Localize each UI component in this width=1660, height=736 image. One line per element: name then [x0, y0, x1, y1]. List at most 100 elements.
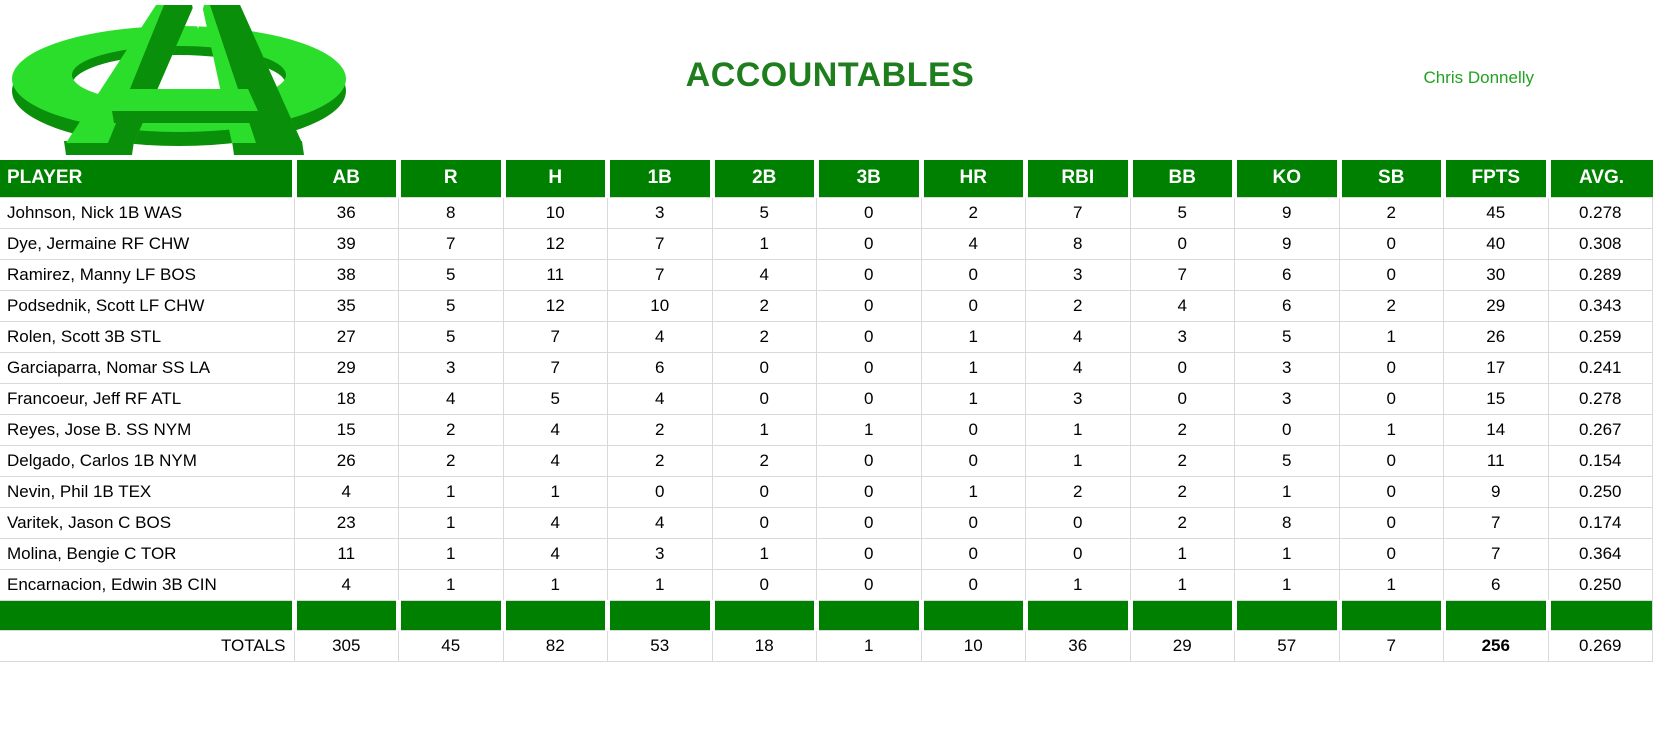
stat-cell: 10 [607, 289, 713, 322]
separator-cell [291, 599, 399, 631]
player-cell: Podsednik, Scott LF CHW [0, 289, 295, 322]
stat-cell: 7 [1443, 537, 1549, 570]
totals-cell: 53 [607, 629, 713, 662]
stat-cell: 1 [607, 568, 713, 601]
column-header-fpts: FPTS [1441, 160, 1548, 197]
stat-cell: 1 [1129, 537, 1235, 570]
stat-cell: 7 [1129, 258, 1235, 291]
stats-table: PLAYER AB R H 1B 2B 3B HR RBI BB KO SB FPTS AVG. John… [0, 160, 1653, 662]
stat-cell: 12 [502, 227, 608, 260]
separator-cell [1336, 599, 1444, 631]
stat-cell: 0.250 [1547, 475, 1653, 508]
stat-cell: 0 [920, 444, 1026, 477]
table-row: Rolen, Scott 3B STL 27 5 7 4 2 0 1 4 3 5 1 26 0.259 [0, 320, 1653, 353]
stat-cell: 1 [920, 475, 1026, 508]
stat-cell: 0 [920, 506, 1026, 539]
stat-cell: 11 [293, 537, 399, 570]
stat-cell: 3 [1025, 258, 1131, 291]
stat-cell: 0 [920, 537, 1026, 570]
stat-cell: 0 [1129, 351, 1235, 384]
stat-cell: 1 [1338, 320, 1444, 353]
stat-cell: 5 [398, 258, 504, 291]
totals-cell: 0.269 [1547, 629, 1653, 662]
player-cell: Nevin, Phil 1B TEX [0, 475, 295, 508]
table-row: Delgado, Carlos 1B NYM 26 2 4 2 2 0 0 1 2 5 0 11 0.15… [0, 444, 1653, 477]
separator-cell [605, 599, 713, 631]
column-header-hr: HR [918, 160, 1026, 197]
stat-cell: 0 [816, 506, 922, 539]
stat-cell: 9 [1443, 475, 1549, 508]
column-header-1b: 1B [605, 160, 712, 197]
player-cell: Reyes, Jose B. SS NYM [0, 413, 295, 446]
stat-cell: 0 [816, 227, 922, 260]
stat-cell: 1 [398, 568, 504, 601]
stat-cell: 2 [711, 289, 817, 322]
stat-cell: 1 [711, 413, 817, 446]
stat-cell: 4 [711, 258, 817, 291]
player-cell: Garciaparra, Nomar SS LA [0, 351, 295, 384]
stat-cell: 0 [920, 568, 1026, 601]
separator-cell [0, 599, 295, 631]
separator-cell [918, 599, 1026, 631]
stat-cell: 0.308 [1547, 227, 1653, 260]
stat-cell: 4 [1025, 320, 1131, 353]
stat-cell: 1 [1025, 413, 1131, 446]
stat-cell: 29 [293, 351, 399, 384]
table-row: Podsednik, Scott LF CHW 35 5 12 10 2 0 0 2 4 6 2 29 0… [0, 289, 1653, 322]
stat-cell: 0 [816, 351, 922, 384]
stat-cell: 0 [1338, 444, 1444, 477]
stat-cell: 6 [1234, 289, 1340, 322]
totals-cell: 305 [293, 629, 399, 662]
stat-cell: 0 [920, 258, 1026, 291]
totals-cell: 7 [1338, 629, 1444, 662]
stat-cell: 1 [920, 382, 1026, 415]
stat-cell: 6 [607, 351, 713, 384]
stat-cell: 1 [1025, 444, 1131, 477]
separator-cell [1127, 599, 1235, 631]
stat-cell: 0 [816, 382, 922, 415]
stat-cell: 0 [1234, 413, 1340, 446]
stat-cell: 2 [1338, 196, 1444, 229]
stat-cell: 2 [1129, 413, 1235, 446]
stat-cell: 0.250 [1547, 568, 1653, 601]
stat-cell: 5 [711, 196, 817, 229]
stat-cell: 3 [398, 351, 504, 384]
separator-cell [1232, 599, 1340, 631]
stat-cell: 7 [1025, 196, 1131, 229]
totals-row: TOTALS 305 45 82 53 18 1 10 36 29 57 7 256 0.269 [0, 629, 1653, 662]
column-header-ab: AB [291, 160, 399, 197]
column-header-r: R [396, 160, 503, 197]
page-title: ACCOUNTABLES [685, 56, 975, 94]
stat-cell: 0 [711, 568, 817, 601]
stat-cell: 0 [816, 568, 922, 601]
stat-cell: 1 [711, 537, 817, 570]
stat-cell: 8 [398, 196, 504, 229]
stat-cell: 0 [607, 475, 713, 508]
table-row: Encarnacion, Edwin 3B CIN 4 1 1 1 0 0 0 1 1 1 1 6 0.2… [0, 568, 1653, 601]
stat-cell: 0 [920, 413, 1026, 446]
stat-cell: 1 [398, 506, 504, 539]
stat-cell: 9 [1234, 196, 1340, 229]
stat-cell: 1 [1338, 568, 1444, 601]
stat-cell: 0.174 [1547, 506, 1653, 539]
stat-cell: 7 [607, 258, 713, 291]
column-header-avg: AVG. [1545, 160, 1653, 197]
stat-cell: 0 [711, 382, 817, 415]
stat-cell: 2 [711, 444, 817, 477]
totals-cell: 82 [502, 629, 608, 662]
column-header-rbi: RBI [1023, 160, 1130, 197]
stat-cell: 26 [293, 444, 399, 477]
column-header-h: H [500, 160, 608, 197]
stat-cell: 5 [502, 382, 608, 415]
header-row: PLAYER AB R H 1B 2B 3B HR RBI BB KO SB FPTS AVG. [0, 160, 1653, 197]
stat-cell: 8 [1025, 227, 1131, 260]
stat-cell: 23 [293, 506, 399, 539]
stat-cell: 0 [920, 289, 1026, 322]
totals-cell: 10 [920, 629, 1026, 662]
stat-cell: 3 [607, 196, 713, 229]
stat-cell: 36 [293, 196, 399, 229]
stat-cell: 4 [920, 227, 1026, 260]
stat-cell: 2 [398, 444, 504, 477]
stat-cell: 6 [1234, 258, 1340, 291]
stat-cell: 0 [816, 320, 922, 353]
